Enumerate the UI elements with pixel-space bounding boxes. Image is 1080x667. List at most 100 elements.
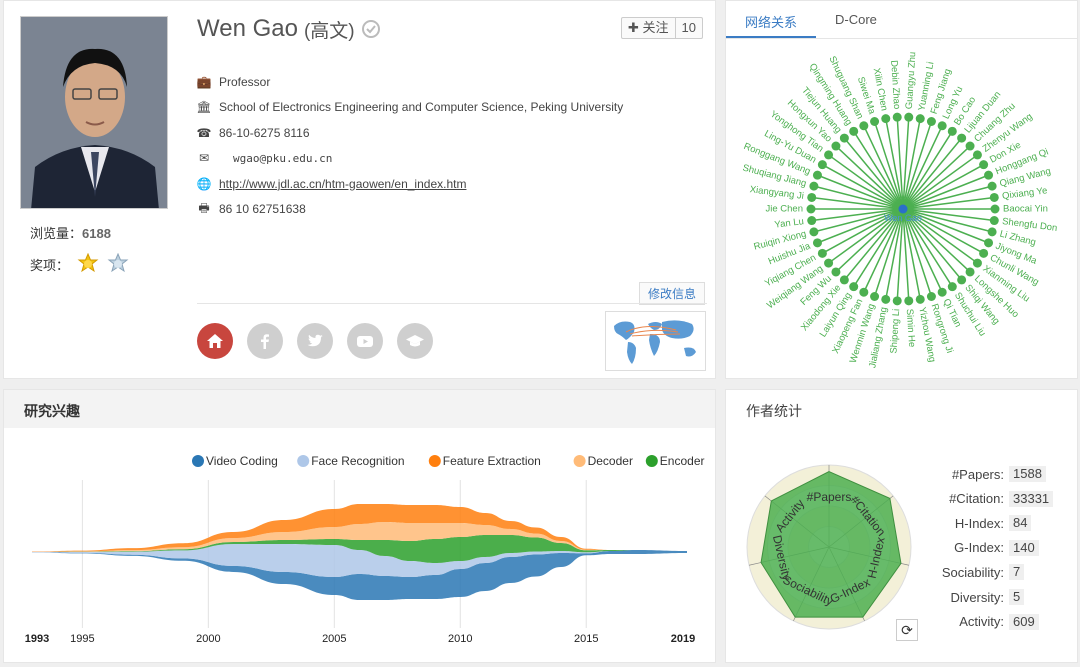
network-node[interactable] xyxy=(979,248,989,258)
follow-button[interactable]: ✚ 关注 10 xyxy=(621,17,703,39)
home-icon[interactable] xyxy=(197,323,233,359)
network-node[interactable] xyxy=(849,126,859,136)
network-node[interactable] xyxy=(984,170,994,180)
research-interest-streamgraph[interactable]: Video Coding Face Recognition Feature Extr… xyxy=(4,428,715,662)
network-node-label[interactable]: Debin Zhao xyxy=(888,60,902,110)
network-node[interactable] xyxy=(987,227,997,237)
legend-label[interactable]: Video Coding xyxy=(206,454,278,468)
network-node[interactable] xyxy=(990,204,1000,214)
network-node[interactable] xyxy=(812,170,822,180)
network-node[interactable] xyxy=(926,291,936,301)
network-node[interactable] xyxy=(831,141,841,151)
network-node[interactable] xyxy=(892,296,902,306)
stream-feature-extraction[interactable] xyxy=(32,504,687,552)
network-node[interactable] xyxy=(972,150,982,160)
refresh-icon[interactable]: ⟳ xyxy=(896,619,918,641)
network-node[interactable] xyxy=(957,275,967,285)
network-edge xyxy=(896,117,904,210)
legend-marker[interactable] xyxy=(428,455,441,467)
world-map[interactable] xyxy=(605,311,706,371)
network-center-node[interactable] xyxy=(898,204,908,214)
network-node[interactable] xyxy=(965,267,975,277)
network-node[interactable] xyxy=(817,160,827,170)
gold-award-icon[interactable] xyxy=(77,253,99,275)
network-node[interactable] xyxy=(817,248,827,258)
legend-marker[interactable] xyxy=(297,455,310,467)
legend-marker[interactable] xyxy=(573,455,586,467)
network-node[interactable] xyxy=(859,121,869,131)
network-edge xyxy=(902,208,971,273)
network-node-label[interactable]: Shipeng Li xyxy=(888,308,902,354)
network-node-label[interactable]: Guangyu Zhu xyxy=(904,51,919,109)
network-edge xyxy=(817,208,904,244)
network-node[interactable] xyxy=(937,287,947,297)
network-node-label[interactable]: Jie Chen xyxy=(766,204,804,215)
homepage-link[interactable]: http://www.jdl.ac.cn/htm-gaowen/en_index… xyxy=(219,176,467,191)
legend-label[interactable]: Feature Extraction xyxy=(443,454,541,468)
network-node[interactable] xyxy=(904,112,914,122)
network-node[interactable] xyxy=(809,181,819,191)
network-node-label[interactable]: Baocai Yin xyxy=(1003,204,1048,215)
network-node[interactable] xyxy=(824,150,834,160)
fax-text: 86 10 62751638 xyxy=(219,202,306,217)
network-node[interactable] xyxy=(957,133,967,143)
network-node[interactable] xyxy=(979,160,989,170)
network-node[interactable] xyxy=(904,296,914,306)
legend-marker[interactable] xyxy=(645,455,658,467)
network-node[interactable] xyxy=(831,267,841,277)
stat-label: Diversity: xyxy=(950,589,1004,605)
stream-decoder[interactable] xyxy=(32,522,687,552)
network-node[interactable] xyxy=(839,133,849,143)
network-node[interactable] xyxy=(824,258,834,268)
network-node-label[interactable]: Simin He xyxy=(904,308,917,347)
network-node-label[interactable]: Qixiang Ye xyxy=(1002,185,1048,202)
legend-label[interactable]: Encoder xyxy=(660,454,705,468)
legend-label[interactable]: Decoder xyxy=(588,454,633,468)
network-edge xyxy=(902,185,993,210)
network-node[interactable] xyxy=(915,114,925,124)
network-node[interactable] xyxy=(989,216,999,226)
network-node[interactable] xyxy=(915,294,925,304)
network-node[interactable] xyxy=(937,121,947,131)
x-tick-label: 2005 xyxy=(322,633,346,645)
network-node[interactable] xyxy=(881,294,891,304)
stream-encoder[interactable] xyxy=(32,535,687,563)
view-count: 浏览量：6188 xyxy=(30,223,111,242)
silver-award-icon[interactable] xyxy=(107,253,129,275)
network-node[interactable] xyxy=(947,126,957,136)
network-node[interactable] xyxy=(984,238,994,248)
network-node[interactable] xyxy=(849,282,859,292)
facebook-icon[interactable] xyxy=(247,323,283,359)
tab-dcore[interactable]: D-Core xyxy=(835,12,877,27)
edit-info-button[interactable]: 修改信息 xyxy=(639,282,706,305)
network-node[interactable] xyxy=(892,112,902,122)
legend-label[interactable]: Face Recognition xyxy=(311,454,404,468)
network-node[interactable] xyxy=(807,192,817,202)
network-edge xyxy=(817,174,904,210)
network-node[interactable] xyxy=(972,258,982,268)
network-node[interactable] xyxy=(881,114,891,124)
network-node[interactable] xyxy=(806,204,816,214)
network-node[interactable] xyxy=(989,192,999,202)
network-node[interactable] xyxy=(870,117,880,127)
youtube-icon[interactable] xyxy=(347,323,383,359)
network-edge xyxy=(863,208,904,293)
network-node[interactable] xyxy=(807,216,817,226)
network-node[interactable] xyxy=(812,238,822,248)
twitter-icon[interactable] xyxy=(297,323,333,359)
network-node[interactable] xyxy=(809,227,819,237)
network-node[interactable] xyxy=(926,117,936,127)
network-node[interactable] xyxy=(839,275,849,285)
scholar-icon[interactable] xyxy=(397,323,433,359)
network-node[interactable] xyxy=(965,141,975,151)
network-node-label[interactable]: Yan Lu xyxy=(774,216,805,231)
tab-network[interactable]: 网络关系 xyxy=(726,1,817,38)
network-tabs: 网络关系 D-Core xyxy=(726,1,1077,39)
network-node[interactable] xyxy=(947,282,957,292)
network-node[interactable] xyxy=(987,181,997,191)
network-node[interactable] xyxy=(870,291,880,301)
stream-video-coding[interactable] xyxy=(32,550,687,600)
network-node[interactable] xyxy=(859,287,869,297)
legend-marker[interactable] xyxy=(192,455,204,467)
